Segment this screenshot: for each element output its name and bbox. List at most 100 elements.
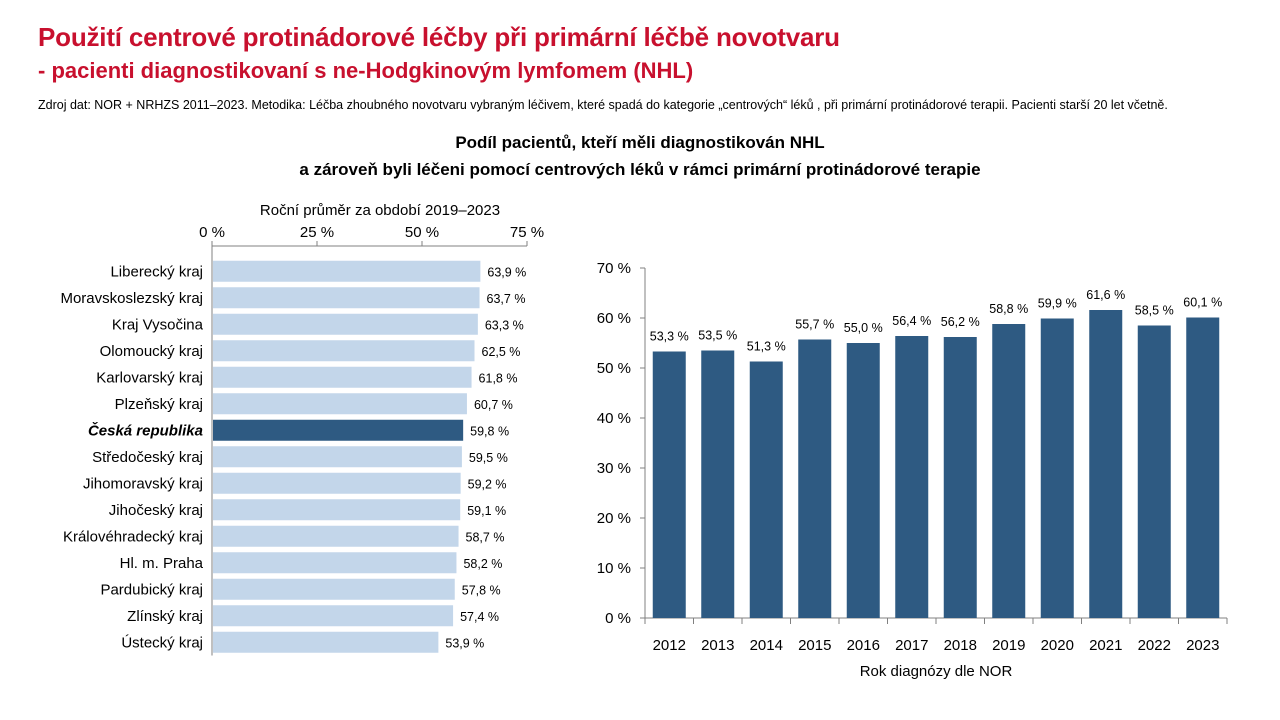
region-label: Moravskoslezský kraj: [60, 290, 203, 307]
region-value-label: 63,7 %: [487, 292, 526, 306]
year-value-label: 56,2 %: [941, 315, 980, 329]
region-value-label: 59,5 %: [469, 451, 508, 465]
yearly-bar-chart: 0 % 10 % 20 % 30 % 40 % 50 % 60 % 70 % 53,3 % 201…: [597, 260, 1228, 680]
year-bar: [895, 336, 929, 618]
year-bar: [749, 361, 783, 618]
region-value-label: 57,8 %: [462, 583, 501, 597]
year-bar: [846, 343, 880, 618]
right-y-tick-label: 20 %: [597, 510, 631, 527]
region-label: Olomoucký kraj: [100, 343, 203, 360]
year-bar: [1089, 310, 1123, 618]
year-label: 2018: [944, 637, 977, 654]
region-value-label: 63,9 %: [487, 265, 526, 279]
year-bar: [652, 351, 686, 618]
year-bar: [992, 324, 1026, 618]
year-value-label: 56,4 %: [892, 314, 931, 328]
region-bar: [213, 525, 459, 547]
year-label: 2013: [701, 637, 734, 654]
region-label: Pardubický kraj: [100, 581, 203, 598]
region-value-label: 63,3 %: [485, 318, 524, 332]
year-label: 2015: [798, 637, 831, 654]
year-label: 2022: [1138, 637, 1171, 654]
region-bar: [213, 287, 480, 309]
right-y-tick-label: 50 %: [597, 360, 631, 377]
year-label: 2021: [1089, 637, 1122, 654]
year-value-label: 55,0 %: [844, 321, 883, 335]
year-value-label: 60,1 %: [1183, 296, 1222, 310]
region-value-label: 53,9 %: [445, 636, 484, 650]
region-value-label: 59,2 %: [468, 477, 507, 491]
left-x-tick-label: 25 %: [300, 224, 334, 241]
region-bar: [213, 552, 457, 574]
region-bar: [213, 499, 461, 521]
region-bar: [213, 313, 478, 335]
year-value-label: 51,3 %: [747, 340, 786, 354]
region-value-label: 59,8 %: [470, 424, 509, 438]
region-label: Česká republika: [88, 421, 203, 439]
right-y-tick-label: 30 %: [597, 460, 631, 477]
year-value-label: 58,5 %: [1135, 304, 1174, 318]
region-label: Liberecký kraj: [110, 263, 203, 280]
year-label: 2012: [653, 637, 686, 654]
region-label: Ústecký kraj: [121, 634, 203, 651]
year-label: 2014: [750, 637, 783, 654]
region-label: Středočeský kraj: [92, 449, 203, 466]
year-bar: [701, 350, 735, 618]
region-label: Kraj Vysočina: [112, 316, 204, 333]
year-bar: [1137, 325, 1171, 618]
right-y-tick-label: 40 %: [597, 410, 631, 427]
region-bar: [213, 472, 461, 494]
year-bar: [943, 337, 977, 618]
region-label: Zlínský kraj: [127, 608, 203, 625]
region-bar: [213, 340, 475, 362]
year-label: 2020: [1041, 637, 1074, 654]
region-value-label: 58,7 %: [466, 530, 505, 544]
region-bar: [213, 393, 467, 415]
region-label: Hl. m. Praha: [120, 555, 204, 572]
region-value-label: 61,8 %: [479, 371, 518, 385]
right-x-axis-title: Rok diagnózy dle NOR: [860, 663, 1013, 680]
right-y-tick-label: 60 %: [597, 310, 631, 327]
region-label: Královéhradecký kraj: [63, 528, 203, 545]
region-bar: [213, 578, 455, 600]
region-label: Jihomoravský kraj: [83, 475, 203, 492]
year-value-label: 58,8 %: [989, 302, 1028, 316]
source-note: Zdroj dat: NOR + NRHZS 2011–2023. Metodi…: [38, 98, 1168, 112]
year-bar: [1186, 317, 1220, 618]
left-chart-title: Roční průměr za období 2019–2023: [260, 202, 500, 219]
region-bar: [213, 260, 481, 282]
year-label: 2023: [1186, 637, 1219, 654]
year-label: 2019: [992, 637, 1025, 654]
page-subtitle: - pacienti diagnostikovaní s ne-Hodgkino…: [38, 58, 694, 83]
region-bar: [213, 605, 454, 627]
year-value-label: 55,7 %: [795, 318, 834, 332]
year-label: 2016: [847, 637, 880, 654]
right-y-tick-label: 0 %: [605, 610, 631, 627]
region-value-label: 60,7 %: [474, 398, 513, 412]
region-bar: [213, 419, 464, 441]
region-value-label: 59,1 %: [467, 504, 506, 518]
right-y-tick-label: 10 %: [597, 560, 631, 577]
left-x-tick-label: 50 %: [405, 224, 439, 241]
left-x-tick-label: 75 %: [510, 224, 544, 241]
year-bar: [798, 339, 832, 618]
region-label: Plzeňský kraj: [115, 396, 203, 413]
region-bar: [213, 631, 439, 653]
region-value-label: 58,2 %: [463, 557, 502, 571]
regional-bar-chart: Roční průměr za období 2019–2023 0 % 25 % 5…: [60, 202, 544, 656]
year-value-label: 53,3 %: [650, 330, 689, 344]
year-value-label: 53,5 %: [698, 329, 737, 343]
chart-heading-line2: a zároveň byli léčeni pomocí centrových …: [299, 160, 981, 179]
left-x-tick-label: 0 %: [199, 224, 225, 241]
right-y-tick-label: 70 %: [597, 260, 631, 277]
year-label: 2017: [895, 637, 928, 654]
year-value-label: 61,6 %: [1086, 288, 1125, 302]
page-title: Použití centrové protinádorové léčby při…: [38, 22, 840, 52]
year-value-label: 59,9 %: [1038, 297, 1077, 311]
region-bar: [213, 446, 462, 468]
year-bar: [1040, 318, 1074, 618]
chart-heading-line1: Podíl pacientů, kteří měli diagnostiková…: [455, 133, 825, 152]
region-bar: [213, 366, 472, 388]
region-value-label: 57,4 %: [460, 610, 499, 624]
region-value-label: 62,5 %: [482, 345, 521, 359]
